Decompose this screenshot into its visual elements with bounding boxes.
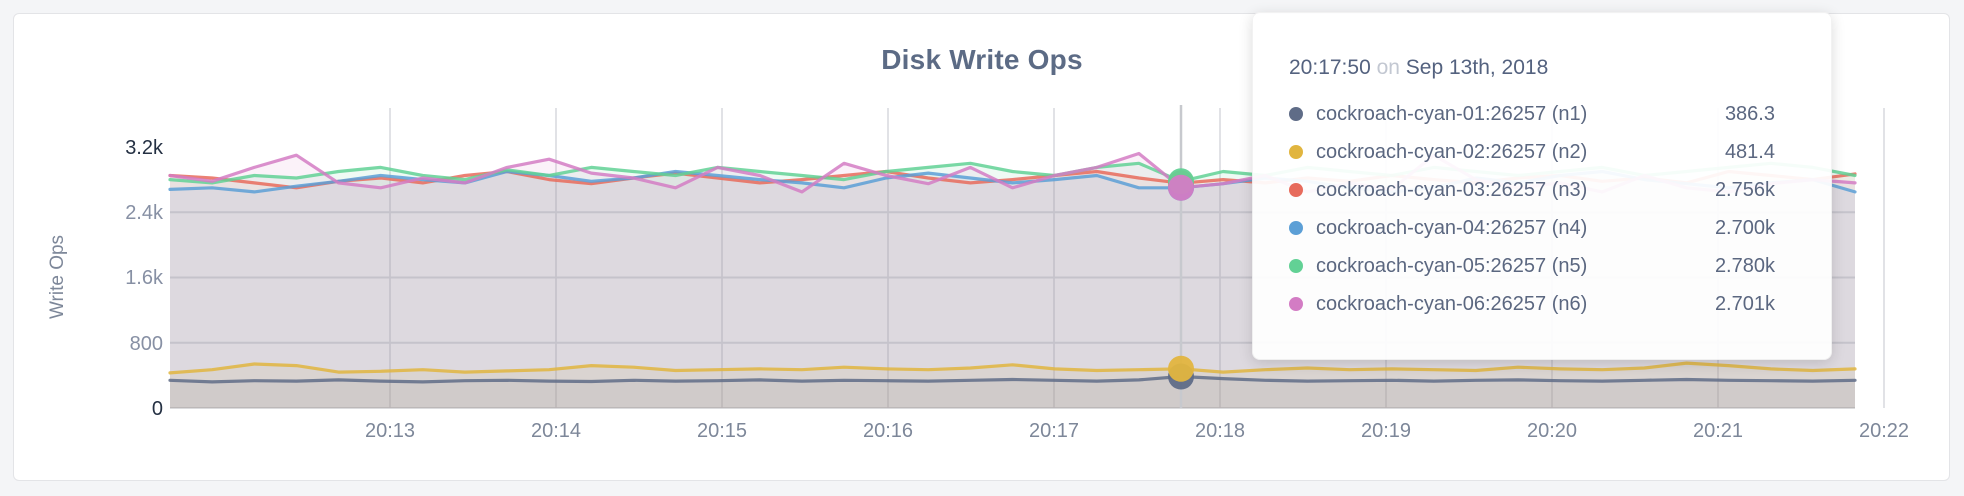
- hover-dot-n6: [1168, 174, 1194, 201]
- series-color-dot-n5: [1289, 259, 1303, 273]
- x-tick-label-2021: 20:21: [1693, 420, 1743, 442]
- y-tick-label-3200: 3.2k: [125, 137, 164, 159]
- series-line-n2: [168, 361, 1857, 375]
- y-tick-label-0: 0: [152, 398, 163, 420]
- y-tick-label-800: 800: [130, 333, 163, 355]
- x-tick-label-2016: 20:16: [863, 420, 913, 442]
- tooltip-series-name: cockroach-cyan-01:26257 (n1): [1316, 102, 1588, 125]
- x-tick-label-2017: 20:17: [1029, 420, 1079, 442]
- tooltip-series-row: cockroach-cyan-05:26257 (n5) 2.780k: [1289, 247, 1775, 285]
- tooltip-series-value: 2.756k: [1714, 178, 1775, 201]
- series-area-n2: [170, 363, 1855, 408]
- tooltip-series-row: cockroach-cyan-06:26257 (n6) 2.701k: [1289, 285, 1775, 323]
- y-tick-label-1600: 1.6k: [125, 267, 164, 289]
- x-tick-label-2015: 20:15: [697, 420, 747, 442]
- x-tick-label-2020: 20:20: [1527, 420, 1577, 442]
- hover-dot-n2: [1168, 355, 1194, 382]
- tooltip-series-row: cockroach-cyan-04:26257 (n4) 2.700k: [1289, 209, 1775, 247]
- tooltip-series-row: cockroach-cyan-03:26257 (n3) 2.756k: [1289, 171, 1775, 209]
- hover-tooltip: 20:17:50 on Sep 13th, 2018 cockroach-cya…: [1252, 12, 1832, 360]
- tooltip-series-value: 386.3: [1724, 102, 1775, 125]
- x-tick-label-2018: 20:18: [1195, 420, 1245, 442]
- tooltip-series-value: 2.780k: [1714, 254, 1775, 277]
- tooltip-timestamp: 20:17:50 on Sep 13th, 2018: [1289, 53, 1775, 83]
- tooltip-time: 20:17:50: [1289, 56, 1371, 79]
- tooltip-series-value: 481.4: [1724, 140, 1775, 163]
- y-axis-ticks: 3.2k 2.4k 1.6k 800 0: [125, 137, 164, 420]
- tooltip-date: Sep 13th, 2018: [1405, 56, 1549, 79]
- x-tick-label-2013: 20:13: [365, 420, 415, 442]
- series-area-n1: [170, 376, 1855, 408]
- tooltip-rows: cockroach-cyan-01:26257 (n1) 386.3 cockr…: [1289, 95, 1775, 323]
- series-color-dot-n4: [1289, 221, 1303, 235]
- hover-marker: [1168, 105, 1194, 408]
- tooltip-on-word: on: [1376, 56, 1400, 79]
- tooltip-series-value: 2.700k: [1714, 216, 1775, 239]
- series-color-dot-n1: [1289, 107, 1303, 121]
- series-color-dot-n3: [1289, 183, 1303, 197]
- x-tick-label-2022: 20:22: [1859, 420, 1909, 442]
- tooltip-series-name: cockroach-cyan-06:26257 (n6): [1316, 292, 1588, 315]
- chart-title: Disk Write Ops: [881, 44, 1083, 75]
- tooltip-series-row: cockroach-cyan-01:26257 (n1) 386.3: [1289, 95, 1775, 133]
- y-tick-label-2400: 2.4k: [125, 202, 164, 224]
- x-axis-ticks: 20:13 20:14 20:15 20:16 20:17 20:18 20:1…: [365, 420, 1909, 442]
- series-color-dot-n2: [1289, 145, 1303, 159]
- series-color-dot-n6: [1289, 297, 1303, 311]
- series-line-n1: [168, 374, 1857, 384]
- tooltip-series-name: cockroach-cyan-02:26257 (n2): [1316, 140, 1588, 163]
- x-tick-label-2014: 20:14: [531, 420, 581, 442]
- x-tick-label-2019: 20:19: [1361, 420, 1411, 442]
- tooltip-series-name: cockroach-cyan-05:26257 (n5): [1316, 254, 1588, 277]
- tooltip-series-name: cockroach-cyan-03:26257 (n3): [1316, 178, 1588, 201]
- tooltip-series-value: 2.701k: [1714, 292, 1775, 315]
- tooltip-series-row: cockroach-cyan-02:26257 (n2) 481.4: [1289, 133, 1775, 171]
- tooltip-series-name: cockroach-cyan-04:26257 (n4): [1316, 216, 1588, 239]
